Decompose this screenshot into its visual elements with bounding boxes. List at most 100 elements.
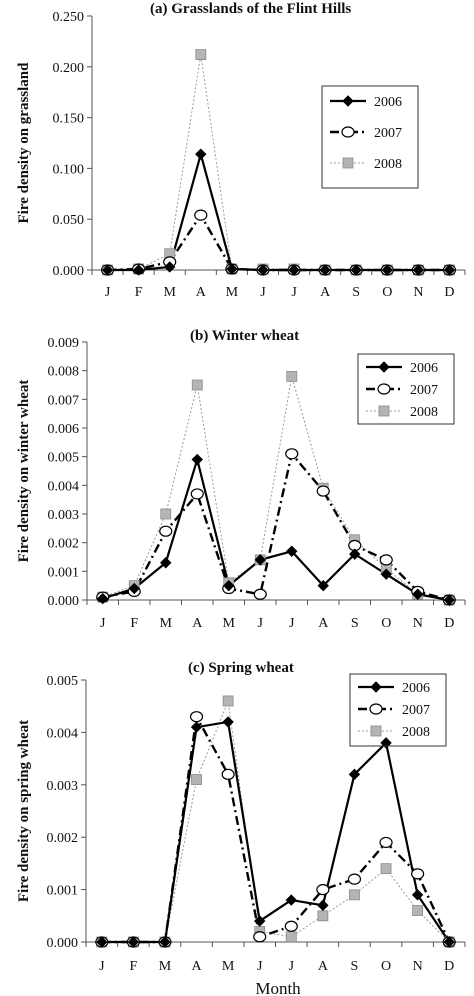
series-line-2008: [102, 375, 450, 601]
data-point-2006: [226, 263, 238, 275]
data-point-2007: [316, 485, 330, 497]
legend-box: [349, 673, 447, 747]
legend-label: 2007: [410, 383, 438, 398]
data-point-2006: [190, 721, 203, 733]
data-point-2006: [191, 453, 203, 466]
legend-marker-2007: [369, 703, 383, 715]
x-tick-label: A: [196, 285, 207, 300]
data-point-2008: [286, 370, 298, 382]
x-tick-label: S: [351, 616, 359, 631]
data-point-2006: [286, 545, 298, 557]
y-tick-label: 0.100: [53, 162, 85, 177]
x-tick-label: N: [413, 616, 423, 631]
x-tick-label: O: [381, 616, 391, 631]
y-tick-label: 0.001: [48, 565, 80, 580]
legend-marker-2008: [378, 405, 390, 417]
x-tick-label: N: [413, 959, 423, 974]
data-point-2006: [132, 264, 145, 276]
legend-box: [321, 85, 419, 189]
data-point-2008: [195, 49, 207, 61]
x-tick-label: J: [99, 959, 105, 974]
data-point-2007: [379, 836, 393, 849]
y-tick-label: 0.007: [48, 393, 80, 408]
x-tick-label: M: [159, 959, 172, 974]
x-tick-label: S: [351, 959, 359, 974]
y-tick-label: 0.050: [53, 213, 85, 228]
data-point-2006: [127, 936, 140, 948]
chart-title: (c) Spring wheat: [188, 660, 294, 676]
legend-label: 2008: [410, 405, 438, 420]
data-point-2007: [347, 873, 362, 885]
x-tick-label: J: [100, 616, 106, 631]
y-tick-label: 0.004: [47, 726, 79, 741]
data-point-2006: [411, 889, 424, 901]
data-point-2006: [381, 264, 393, 276]
legend: 2006 2007 2008: [349, 673, 447, 747]
data-point-2007: [194, 209, 208, 221]
x-tick-label: O: [382, 285, 392, 300]
data-point-2006: [380, 737, 392, 749]
x-tick-label: A: [191, 959, 202, 974]
legend-marker-2006: [370, 681, 382, 693]
legend-label: 2008: [374, 157, 402, 172]
x-tick-label: J: [291, 285, 297, 300]
chart-panel-1: (b) Winter wheat Fire density on winter w…: [16, 328, 466, 631]
legend-marker-2008: [342, 157, 354, 169]
data-point-2006: [412, 588, 424, 600]
y-axis-label: Fire density on winter wheat: [16, 380, 32, 563]
x-tick-label: J: [257, 959, 263, 974]
y-tick-label: 0.005: [48, 451, 80, 466]
x-tick-label: J: [289, 616, 295, 631]
data-point-2008: [222, 695, 234, 707]
x-tick-label: M: [160, 616, 173, 631]
legend-label: 2006: [402, 681, 430, 696]
data-point-2006: [412, 264, 425, 276]
data-point-2006: [443, 264, 456, 276]
data-point-2006: [348, 768, 361, 781]
data-point-2006: [350, 264, 362, 276]
data-point-2008: [191, 774, 202, 785]
chart-panel-2: (c) Spring wheat Fire density on spring w…: [16, 660, 466, 974]
data-point-2007: [221, 768, 235, 780]
x-tick-label: A: [192, 616, 203, 631]
data-point-2008: [412, 905, 424, 916]
data-point-2006: [288, 264, 300, 276]
chart-title: (b) Winter wheat: [190, 328, 299, 344]
data-point-2006: [159, 936, 171, 948]
data-point-2006: [285, 894, 297, 906]
legend-box: [357, 353, 455, 425]
x-tick-label: J: [260, 285, 266, 300]
data-point-2008: [191, 379, 203, 391]
data-point-2008: [317, 910, 329, 922]
y-axis-label: Fire density on grassland: [16, 62, 32, 224]
data-point-2006: [101, 264, 114, 276]
x-tick-label: A: [320, 285, 331, 300]
data-point-2006: [96, 936, 108, 948]
legend: 2006 2007 2008: [357, 353, 455, 425]
data-point-2006: [317, 579, 329, 592]
x-tick-label: N: [413, 285, 423, 300]
data-point-2008: [380, 863, 392, 875]
data-point-2007: [411, 868, 425, 880]
data-point-2006: [160, 557, 172, 569]
legend-marker-2007: [377, 383, 391, 395]
y-tick-label: 0.000: [53, 264, 85, 279]
data-point-2006: [443, 936, 455, 948]
data-point-2006: [443, 594, 455, 606]
legend-label: 2007: [374, 126, 402, 141]
x-tick-label: A: [318, 616, 329, 631]
data-point-2008: [160, 508, 172, 520]
data-point-2007: [285, 448, 299, 460]
y-tick-label: 0.002: [47, 831, 79, 846]
data-point-2006: [97, 592, 109, 605]
x-tick-label: F: [135, 285, 143, 300]
x-tick-label: M: [226, 285, 239, 300]
legend-label: 2008: [402, 725, 430, 740]
y-tick-label: 0.000: [47, 936, 79, 951]
x-tick-label: S: [352, 285, 360, 300]
x-tick-label: J: [258, 616, 264, 631]
legend-marker-2006: [378, 361, 390, 373]
legend-marker-2008: [370, 725, 382, 737]
y-tick-label: 0.003: [47, 779, 79, 794]
